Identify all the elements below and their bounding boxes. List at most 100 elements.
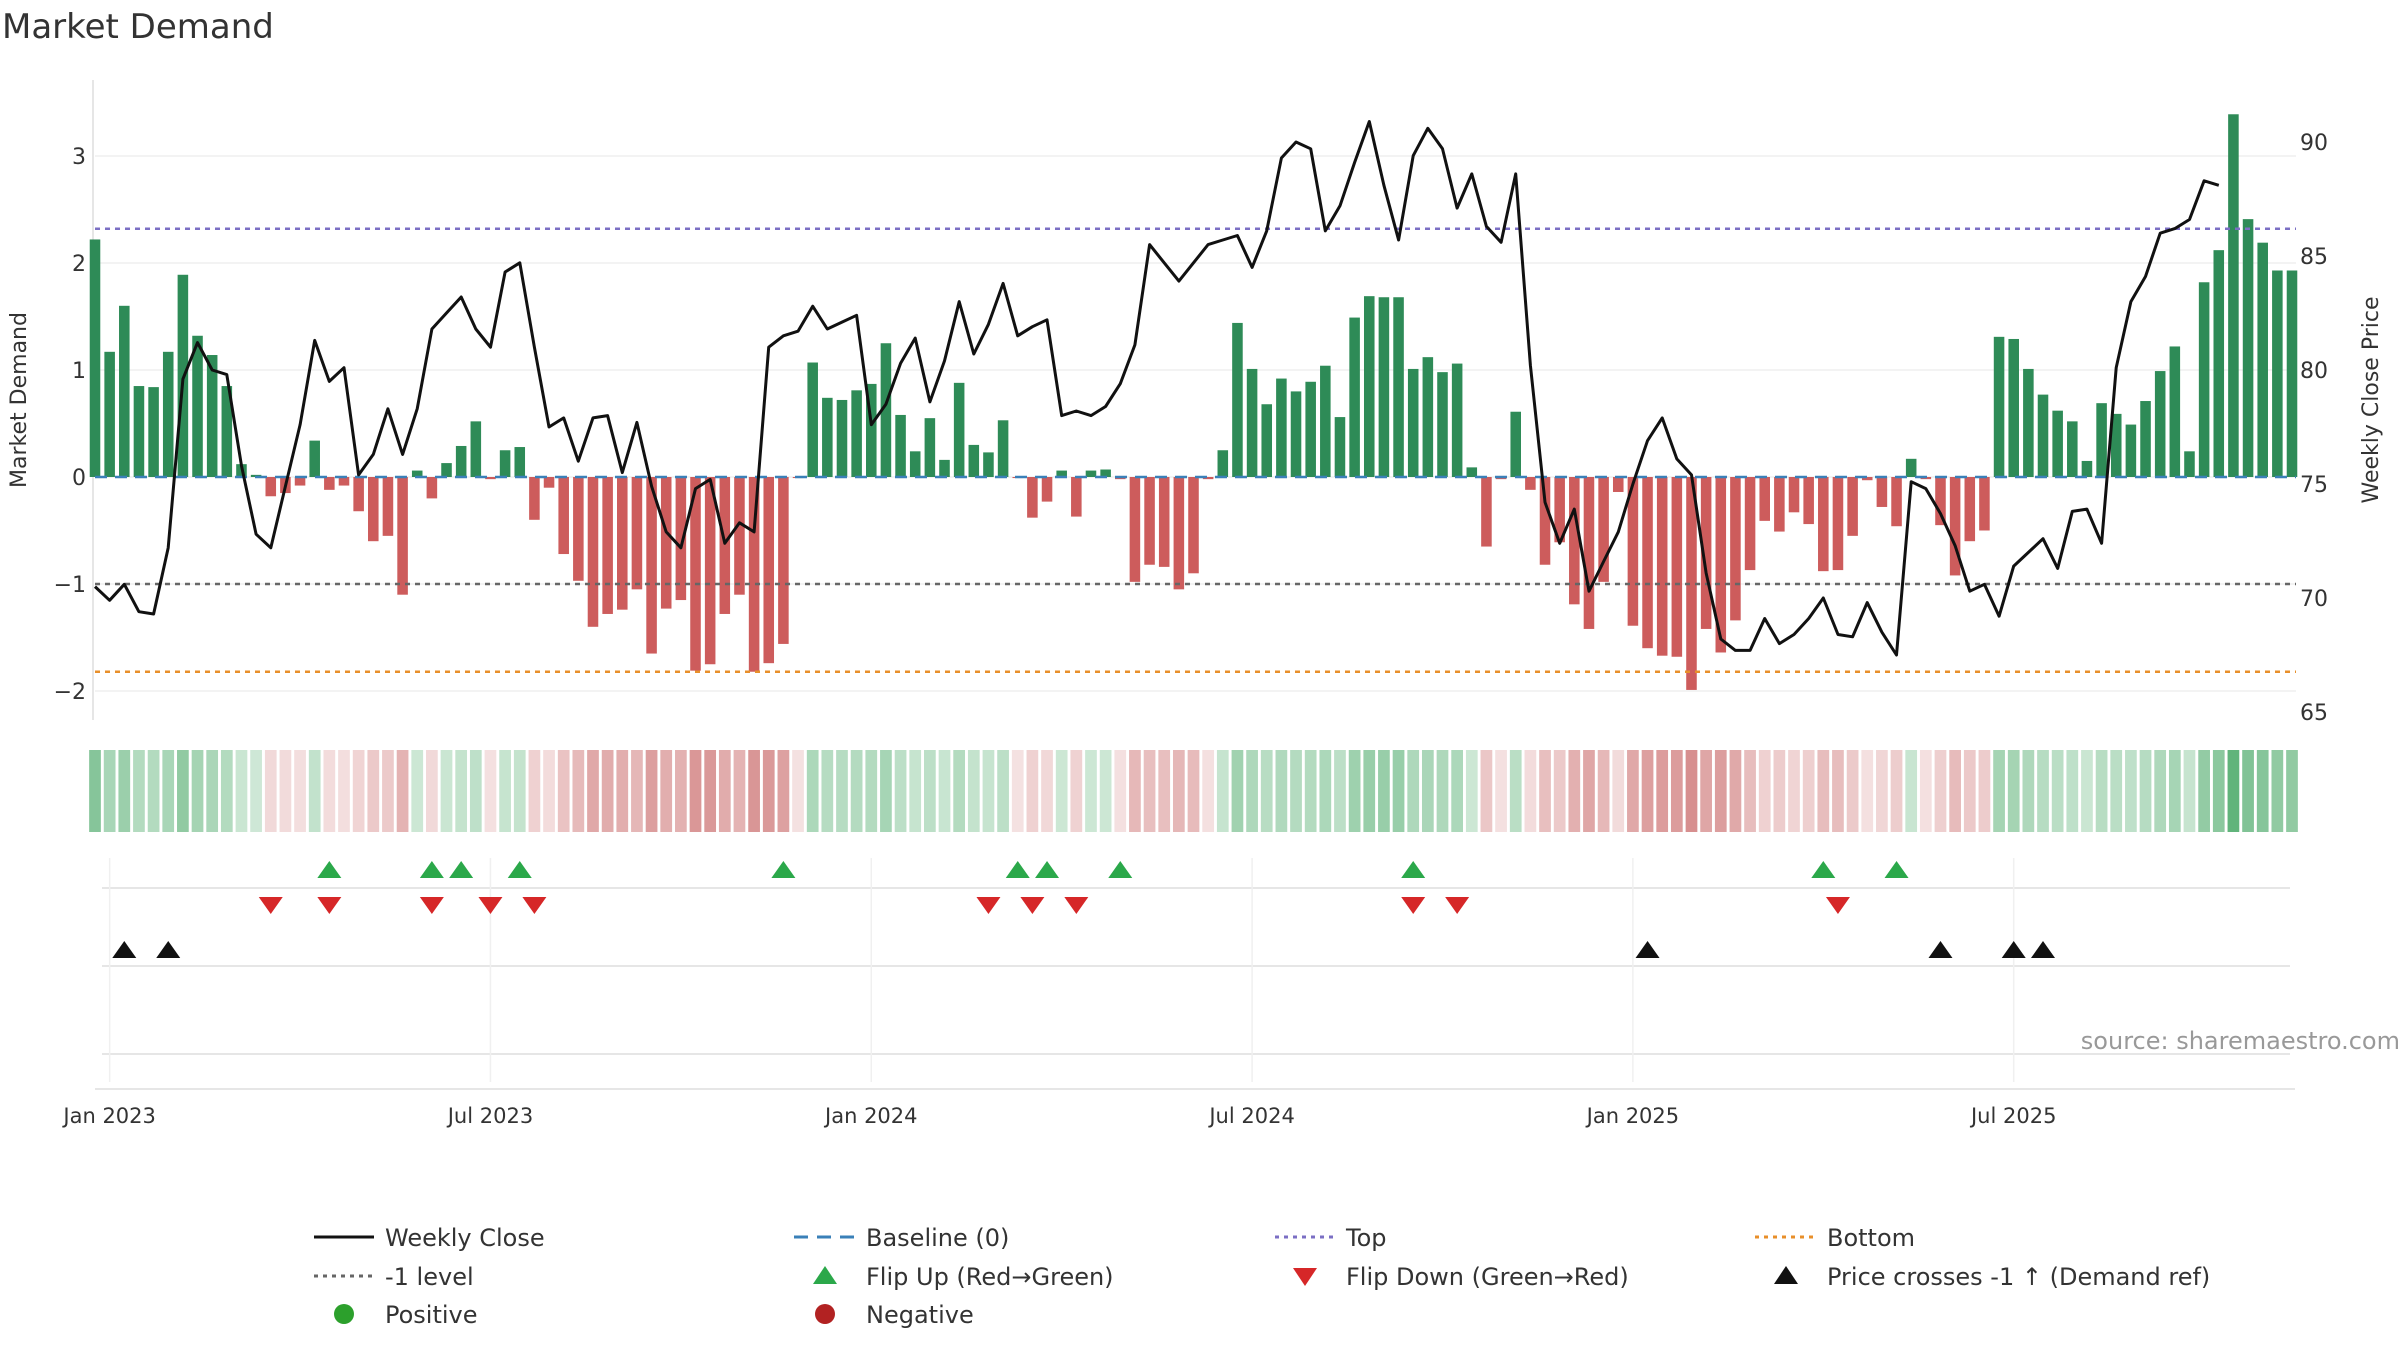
positive-demand-bar: [162, 351, 174, 477]
positive-demand-bar: [2037, 394, 2049, 477]
negative-demand-bar: [1569, 477, 1580, 605]
demand-heat-strip: [89, 750, 2298, 832]
heat-strip-cell: [162, 750, 175, 832]
positive-demand-bar: [1246, 368, 1258, 477]
positive-demand-bar: [997, 420, 1009, 477]
positive-demand-bar: [1393, 297, 1404, 477]
positive-demand-bar: [2242, 219, 2254, 477]
heat-strip-cell: [1070, 750, 1083, 832]
positive-demand-bar: [1232, 322, 1243, 477]
negative-demand-bar: [1774, 477, 1785, 532]
heat-strip-cell: [191, 750, 204, 832]
left-tick-label: 3: [72, 145, 86, 170]
heat-strip-cell: [396, 750, 409, 832]
flip-down-marker: [1825, 897, 1850, 914]
positive-demand-bar: [148, 387, 159, 477]
negative-demand-bar: [382, 477, 394, 536]
heat-strip-cell: [484, 750, 497, 832]
heat-strip-cell: [1612, 750, 1625, 832]
flip-up-marker: [1811, 861, 1836, 878]
positive-demand-bar: [1510, 411, 1521, 477]
heat-strip-cell: [1890, 750, 1903, 832]
positive-demand-bar: [1100, 469, 1111, 477]
heat-strip-cell: [2154, 750, 2167, 832]
heat-strip-cell: [1919, 750, 1932, 832]
heat-strip-cell: [689, 750, 702, 832]
negative-demand-bar: [617, 477, 628, 610]
legend-item-top: Top: [1275, 1224, 1387, 1252]
negative-demand-bar: [1173, 477, 1185, 590]
price-cross-marker: [112, 941, 137, 958]
negative-demand-bar: [353, 477, 364, 512]
flip-down-marker: [419, 897, 444, 914]
heat-strip-cell: [426, 750, 438, 832]
flip-up-marker: [1035, 861, 1060, 878]
heat-strip-cell: [2037, 750, 2049, 832]
negative-demand-bar: [704, 477, 716, 665]
positive-demand-bar: [2023, 368, 2034, 477]
heat-strip-cell: [528, 750, 541, 832]
negative-demand-bar: [1129, 477, 1141, 582]
flip-down-markers: [258, 897, 1850, 914]
positive-demand-bar: [2110, 413, 2122, 477]
heat-strip-cell: [279, 750, 292, 832]
flip-down-marker: [258, 897, 283, 914]
positive-demand-bar: [1320, 365, 1331, 477]
negative-demand-bar: [1964, 477, 1976, 542]
positive-demand-bar: [1217, 450, 1229, 477]
heat-strip-cell: [1392, 750, 1405, 832]
heat-strip-cell: [1700, 750, 1712, 832]
positive-demand-bar: [1451, 363, 1463, 477]
heat-strip-cell: [733, 750, 746, 832]
heat-strip-cell: [352, 750, 365, 832]
heat-strip-cell: [1451, 750, 1463, 832]
heat-strip-cell: [631, 750, 643, 832]
right-axis-label: Weekly Close Price: [2359, 297, 2384, 504]
legend-label: Weekly Close: [385, 1224, 545, 1252]
right-axis-ticks: 65 70 75 80 85 90: [2300, 131, 2328, 726]
negative-demand-bar: [426, 477, 438, 499]
negative-demand-bar: [1158, 477, 1170, 567]
flip-down-marker: [317, 897, 342, 914]
heat-strip-cell: [1758, 750, 1771, 832]
dot-icon: [334, 1304, 354, 1324]
heat-strip-cell: [1788, 750, 1800, 832]
positive-demand-bar: [909, 451, 921, 477]
positive-demand-bar: [206, 355, 218, 477]
positive-demand-bar: [1349, 317, 1360, 477]
legend-label: Price crosses -1 ↑ (Demand ref): [1827, 1263, 2210, 1291]
heat-strip-cell: [1275, 750, 1288, 832]
heat-strip-cell: [836, 750, 848, 832]
heat-strip-cell: [103, 750, 116, 832]
negative-demand-bar: [675, 477, 687, 601]
x-tick-label: Jul 2025: [1969, 1104, 2056, 1128]
weekly-close-line: [93, 120, 2220, 657]
heat-strip-cell: [1260, 750, 1273, 832]
left-tick-label: 0: [72, 466, 86, 491]
price-cross-marker: [2031, 941, 2056, 958]
event-grid: [95, 858, 2295, 1090]
negative-demand-bar: [1656, 477, 1668, 656]
heat-strip-cell: [1290, 750, 1302, 832]
negative-demand-bar: [529, 477, 540, 520]
right-tick-label: 65: [2300, 701, 2328, 726]
negative-demand-bar: [1027, 477, 1038, 518]
heat-strip-cell: [2168, 750, 2181, 832]
heat-strip-cell: [762, 750, 775, 832]
heat-strip-cell: [997, 750, 1009, 832]
right-tick-label: 80: [2300, 359, 2328, 384]
heat-strip-cell: [2110, 750, 2123, 832]
heat-strip-cell: [440, 750, 453, 832]
positive-demand-bar: [822, 397, 833, 477]
heat-strip-cell: [967, 750, 980, 832]
heat-strip-cell: [1246, 750, 1258, 832]
heat-strip-cell: [777, 750, 790, 832]
positive-demand-bar: [2008, 338, 2019, 477]
flip-up-marker: [1884, 861, 1909, 878]
positive-demand-bar: [1290, 391, 1302, 477]
negative-demand-bar: [631, 477, 643, 590]
negative-demand-bar: [368, 477, 379, 542]
negative-demand-bar: [748, 477, 760, 672]
legend-label: Negative: [866, 1301, 974, 1329]
negative-demand-bar: [1832, 477, 1844, 571]
